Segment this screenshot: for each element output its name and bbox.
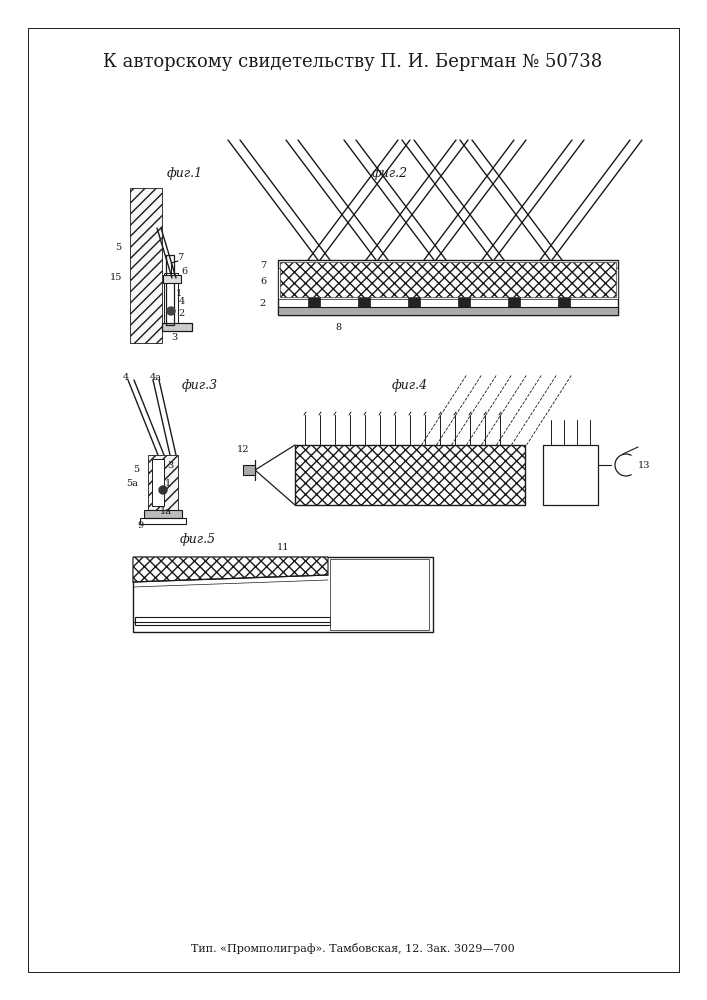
Text: фиг.1: фиг.1 — [167, 166, 203, 180]
Text: 5: 5 — [115, 243, 121, 252]
Bar — [135, 617, 330, 625]
Bar — [278, 268, 618, 299]
Text: К авторскому свидетельству П. И. Бергман № 50738: К авторскому свидетельству П. И. Бергман… — [103, 53, 602, 71]
Bar — [330, 559, 429, 630]
Text: 5a: 5a — [126, 479, 138, 488]
Text: фиг.4: фиг.4 — [392, 378, 428, 391]
Circle shape — [159, 486, 167, 494]
Text: 1a: 1a — [160, 508, 172, 516]
Text: 4: 4 — [123, 372, 129, 381]
Text: 9: 9 — [137, 520, 143, 530]
Bar — [558, 297, 570, 311]
Text: 15: 15 — [110, 273, 122, 282]
Text: 12: 12 — [237, 446, 250, 454]
Bar — [152, 459, 164, 506]
Bar — [308, 297, 320, 311]
Bar — [458, 297, 470, 311]
Bar — [164, 273, 178, 323]
Bar — [163, 275, 181, 283]
Circle shape — [167, 307, 175, 315]
Text: 3: 3 — [171, 334, 177, 342]
Bar — [162, 323, 192, 331]
Text: фиг.3: фиг.3 — [182, 378, 218, 391]
Text: 6: 6 — [181, 266, 187, 275]
Polygon shape — [133, 557, 328, 582]
Text: 13: 13 — [638, 460, 650, 470]
Bar — [280, 262, 616, 297]
Bar — [133, 557, 433, 632]
Bar — [148, 455, 178, 510]
Bar — [508, 297, 520, 311]
Text: 3: 3 — [167, 460, 173, 470]
Bar — [295, 445, 525, 505]
Bar — [144, 510, 182, 518]
Text: 8: 8 — [335, 322, 341, 332]
Bar — [295, 445, 525, 505]
Text: 1: 1 — [165, 479, 171, 488]
Text: 7: 7 — [177, 253, 183, 262]
Text: фиг.2: фиг.2 — [372, 166, 408, 180]
Bar — [130, 188, 162, 343]
Bar — [543, 445, 598, 505]
Bar — [243, 465, 255, 475]
Bar — [278, 307, 618, 315]
Text: 4: 4 — [179, 296, 185, 306]
Bar — [408, 297, 420, 311]
Bar — [278, 260, 618, 315]
Text: фиг.5: фиг.5 — [180, 534, 216, 546]
Bar — [140, 518, 186, 524]
Text: 7: 7 — [260, 260, 266, 269]
Text: 6: 6 — [260, 277, 266, 286]
Text: Тип. «Промполиграф». Тамбовская, 12. Зак. 3029—700: Тип. «Промполиграф». Тамбовская, 12. Зак… — [191, 942, 515, 954]
Text: 4a: 4a — [150, 372, 162, 381]
Bar — [358, 297, 370, 311]
Bar — [166, 255, 174, 325]
Text: 2: 2 — [260, 300, 266, 308]
Text: 2: 2 — [179, 308, 185, 318]
Text: 11: 11 — [276, 542, 289, 552]
Text: 5: 5 — [133, 466, 139, 475]
Text: 1: 1 — [176, 288, 182, 298]
